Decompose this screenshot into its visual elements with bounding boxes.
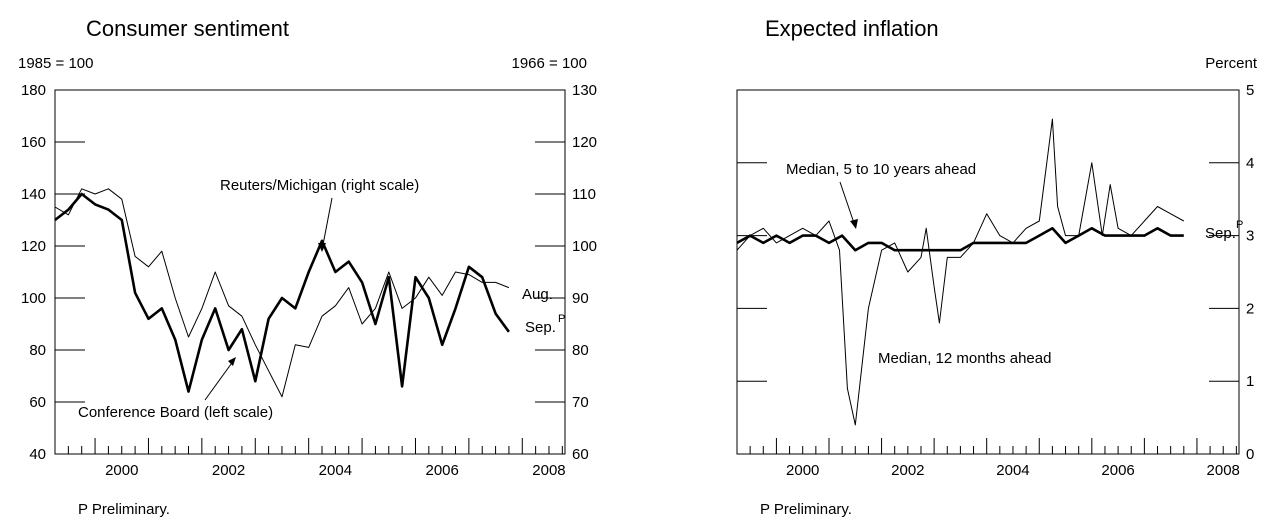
right-axis-tick-label: 120: [572, 134, 597, 151]
right-axis-tick-label: 4: [1246, 155, 1254, 172]
right-axis-tick-label: 80: [572, 342, 589, 359]
x-tick-label: 2004: [319, 462, 352, 479]
footnote-consumer-sentiment: P Preliminary.: [78, 501, 170, 518]
right-axis-tick-label: 3: [1246, 228, 1254, 245]
left-axis-unit: 1985 = 100: [18, 55, 94, 72]
right-axis-tick-label: 2: [1246, 300, 1254, 317]
plot-frame-expected-inflation: [736, 89, 1240, 455]
right-axis-tick-label: 0: [1246, 446, 1254, 463]
series-label-reuters-michigan: Reuters/Michigan (right scale): [220, 177, 419, 194]
right-axis-unit-percent: Percent: [1205, 55, 1258, 72]
series-label-conference-board: Conference Board (left scale): [78, 404, 273, 421]
x-axis-ticks: 2000 2002 2004 2006 2008: [54, 438, 566, 479]
left-axis-tick-label: 80: [29, 342, 46, 359]
percent-axis-ticks: 0 1 2 3 4 5: [737, 82, 1254, 463]
left-axis-tick-label: 180: [21, 82, 46, 99]
arrow-conference-board: [204, 359, 235, 401]
left-axis-ticks: 40 60 80 100 120 140 160 180: [21, 82, 85, 463]
right-axis-tick-label: 110: [572, 186, 596, 203]
right-axis-tick-label: 90: [572, 290, 589, 307]
panel-consumer-sentiment: Consumer sentiment 1985 = 100 1966 = 100…: [18, 16, 597, 518]
left-axis-tick-label: 40: [29, 446, 46, 463]
annotation-aug: Aug.: [522, 286, 553, 303]
chart-title-expected-inflation: Expected inflation: [765, 16, 939, 41]
annotation-sep-p: P: [558, 313, 565, 325]
series-line-median-5-to-10-years-ahead: [736, 227, 1184, 252]
series-label-5-to-10-years: Median, 5 to 10 years ahead: [786, 161, 976, 178]
arrowhead-5-to-10-years: [850, 219, 858, 229]
arrowhead-reuters-michigan: [318, 243, 326, 252]
arrowhead-conference-board: [228, 357, 236, 366]
series-line-median-12-months-ahead: [736, 118, 1185, 426]
x-tick-label: 2006: [1101, 462, 1134, 479]
right-axis-ticks: 60 70 80 90 100 110 120 130: [535, 82, 597, 463]
x-tick-label: 2000: [786, 462, 819, 479]
right-axis-tick-label: 130: [572, 82, 597, 99]
series-line-conference-board-left-scale: [54, 188, 510, 398]
plot-frame-consumer-sentiment: [54, 89, 566, 455]
left-axis-tick-label: 120: [21, 238, 46, 255]
series-line-reuters-michigan-right-scale: [54, 192, 510, 393]
left-axis-tick-label: 60: [29, 394, 46, 411]
footnote-expected-inflation: P Preliminary.: [760, 501, 852, 518]
series-label-12-months: Median, 12 months ahead: [878, 350, 1051, 367]
left-axis-tick-label: 140: [21, 186, 46, 203]
arrow-reuters-michigan: [321, 197, 333, 251]
right-axis-tick-label: 1: [1246, 373, 1254, 390]
right-axis-tick-label: 100: [572, 238, 597, 255]
chart-title-consumer-sentiment: Consumer sentiment: [86, 16, 289, 41]
x-tick-label: 2006: [425, 462, 458, 479]
x-tick-label: 2008: [532, 462, 565, 479]
arrow-5-to-10-years: [839, 181, 856, 227]
right-axis-tick-label: 5: [1246, 82, 1254, 99]
x-tick-label: 2004: [996, 462, 1029, 479]
series-group-consumer-sentiment: [54, 188, 510, 398]
x-tick-label: 2002: [212, 462, 245, 479]
x-axis-ticks-inflation: 2000 2002 2004 2006 2008: [736, 438, 1240, 479]
annotation-sep-inflation: Sep.: [1205, 225, 1236, 242]
x-tick-label: 2008: [1207, 462, 1240, 479]
x-tick-label: 2002: [891, 462, 924, 479]
x-tick-label: 2000: [105, 462, 138, 479]
series-group-expected-inflation: [736, 118, 1185, 426]
left-axis-tick-label: 160: [21, 134, 46, 151]
annotation-sep-p-inflation: P: [1236, 219, 1243, 231]
right-axis-tick-label: 60: [572, 446, 589, 463]
right-axis-tick-label: 70: [572, 394, 589, 411]
left-axis-tick-label: 100: [21, 290, 46, 307]
annotation-sep: Sep.: [525, 319, 556, 336]
right-axis-unit: 1966 = 100: [512, 55, 588, 72]
